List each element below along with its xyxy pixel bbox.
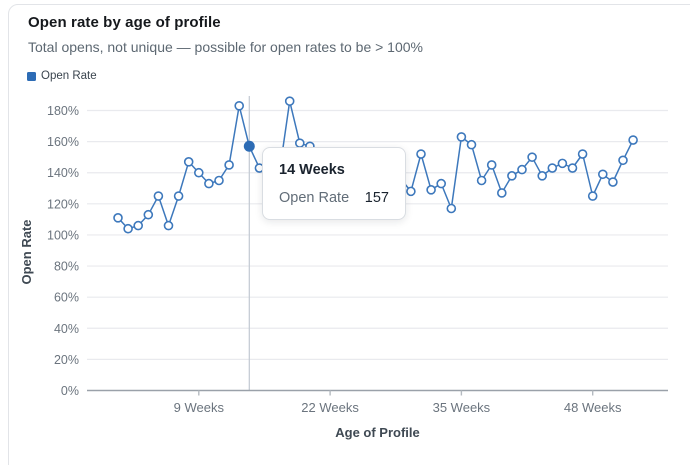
- y-axis-title: Open Rate: [19, 219, 34, 284]
- data-point[interactable]: [133, 220, 143, 231]
- x-tick-label: 48 Weeks: [564, 400, 622, 415]
- data-point[interactable]: [143, 209, 154, 220]
- data-point[interactable]: [557, 158, 568, 169]
- data-point[interactable]: [416, 149, 426, 159]
- data-point[interactable]: [456, 132, 467, 142]
- y-tick-label: 180%: [47, 104, 79, 118]
- data-point[interactable]: [436, 178, 447, 189]
- tooltip-metric-label: Open Rate: [279, 190, 350, 206]
- x-axis-title: Age of Profile: [335, 425, 420, 440]
- data-point[interactable]: [466, 139, 477, 150]
- data-point[interactable]: [476, 175, 487, 186]
- y-tick-label: 60%: [54, 291, 79, 305]
- y-tick-label: 160%: [47, 135, 79, 149]
- legend-swatch-icon: [27, 71, 36, 81]
- data-point[interactable]: [608, 177, 618, 187]
- data-point[interactable]: [214, 175, 224, 186]
- selected-data-point[interactable]: [243, 140, 255, 152]
- y-tick-label: 0%: [61, 384, 79, 398]
- data-point[interactable]: [527, 152, 537, 162]
- data-point[interactable]: [163, 220, 174, 231]
- data-point[interactable]: [183, 157, 194, 167]
- data-point[interactable]: [234, 101, 244, 111]
- data-point[interactable]: [618, 155, 628, 166]
- y-tick-label: 100%: [47, 228, 79, 242]
- tooltip: 14 Weeks Open Rate 157: [262, 147, 406, 220]
- data-point[interactable]: [597, 169, 608, 180]
- data-point[interactable]: [537, 171, 548, 181]
- data-point[interactable]: [496, 188, 507, 198]
- data-point[interactable]: [294, 138, 305, 148]
- tooltip-metric-value: 157: [364, 190, 389, 206]
- data-point[interactable]: [507, 171, 517, 181]
- data-point[interactable]: [153, 191, 164, 201]
- x-tick-label: 9 Weeks: [174, 400, 225, 415]
- y-tick-label: 80%: [54, 260, 79, 274]
- data-point[interactable]: [204, 178, 214, 189]
- data-point[interactable]: [406, 186, 416, 197]
- data-point[interactable]: [113, 213, 123, 223]
- data-point[interactable]: [224, 160, 234, 170]
- page-subtitle: Total opens, not unique — possible for o…: [28, 39, 423, 55]
- tooltip-title: 14 Weeks: [279, 162, 345, 178]
- data-point[interactable]: [628, 135, 638, 145]
- data-point[interactable]: [194, 167, 204, 178]
- page-title: Open rate by age of profile: [28, 14, 221, 31]
- x-tick-label: 35 Weeks: [433, 400, 491, 415]
- y-tick-label: 120%: [47, 197, 79, 211]
- tooltip-row: Open Rate 157: [279, 190, 389, 206]
- legend-item-open-rate[interactable]: Open Rate: [27, 70, 97, 82]
- data-point[interactable]: [284, 96, 295, 106]
- data-point[interactable]: [547, 163, 558, 173]
- data-point[interactable]: [567, 163, 578, 173]
- data-point[interactable]: [173, 191, 184, 201]
- data-point[interactable]: [486, 160, 497, 170]
- x-tick-label: 22 Weeks: [301, 400, 359, 415]
- data-point[interactable]: [446, 203, 457, 214]
- y-tick-label: 20%: [54, 353, 79, 367]
- y-tick-label: 140%: [47, 166, 79, 180]
- data-point[interactable]: [517, 164, 527, 175]
- data-point[interactable]: [426, 185, 436, 195]
- data-point[interactable]: [587, 191, 598, 201]
- data-point[interactable]: [123, 223, 133, 234]
- legend-label: Open Rate: [41, 70, 97, 82]
- data-point[interactable]: [577, 149, 588, 159]
- y-tick-label: 40%: [54, 322, 79, 336]
